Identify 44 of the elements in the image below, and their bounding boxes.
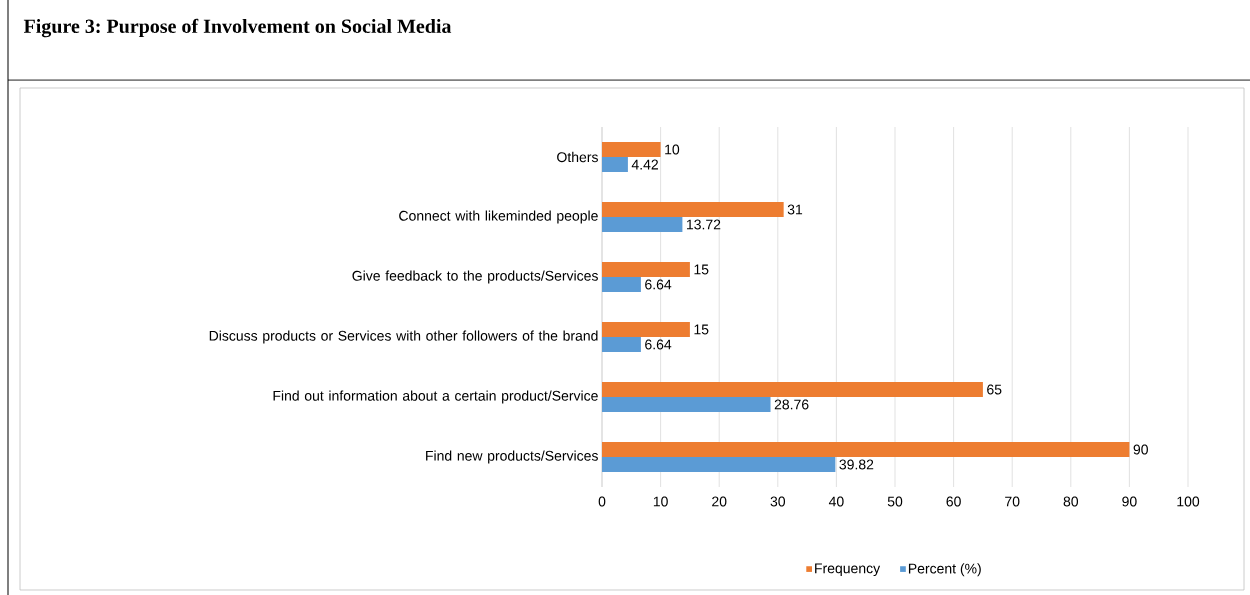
data-label: 4.42 xyxy=(631,159,658,170)
legend-label: Percent (%) xyxy=(908,563,981,577)
y-tick-label: Give feedback to the products/Services xyxy=(352,270,598,284)
x-tick-label: 10 xyxy=(653,496,668,507)
bar xyxy=(602,142,661,157)
data-label: 10 xyxy=(665,144,680,155)
x-tick-label: 70 xyxy=(1005,496,1020,507)
y-tick-label: Others xyxy=(557,151,598,163)
y-tick-label: Connect with likeminded people xyxy=(399,210,598,224)
x-tick-label: 30 xyxy=(770,496,786,507)
data-label: 6.64 xyxy=(645,339,672,350)
data-label: 28.76 xyxy=(774,399,809,410)
bar xyxy=(602,337,641,352)
data-label: 6.64 xyxy=(645,279,672,290)
data-label: 39.82 xyxy=(839,459,874,470)
data-label: 65 xyxy=(987,384,1002,395)
legend-label: Frequency xyxy=(815,563,881,577)
data-label: 31 xyxy=(787,204,803,215)
data-label: 15 xyxy=(694,324,709,335)
x-tick-label: 90 xyxy=(1122,496,1137,507)
y-tick-label: Discuss products or Services with other followers of the brand xyxy=(209,330,598,344)
y-tick-label: Find out information about a certain product/Service xyxy=(273,390,598,404)
bar xyxy=(602,442,1130,457)
x-tick-label: 40 xyxy=(828,496,844,507)
y-tick-label: Find new products/Services xyxy=(426,450,598,464)
x-tick-label: 80 xyxy=(1063,496,1079,507)
bar xyxy=(602,262,690,277)
data-label: 15 xyxy=(694,264,709,275)
x-tick-label: 0 xyxy=(598,496,606,507)
data-label: 13.72 xyxy=(687,219,721,230)
bar xyxy=(602,157,628,173)
bar xyxy=(602,397,771,412)
x-tick-label: 100 xyxy=(1177,496,1200,507)
text: Figure 3: Purpose of Involvement on Social Media xyxy=(23,18,452,38)
bar xyxy=(602,322,690,337)
x-tick-label: 20 xyxy=(712,496,727,507)
bar xyxy=(602,382,983,397)
bar xyxy=(602,217,683,232)
data-label: 90 xyxy=(1133,444,1148,455)
x-tick-label: 60 xyxy=(946,496,961,507)
bar xyxy=(602,457,836,472)
x-tick-label: 50 xyxy=(887,496,903,507)
bar xyxy=(602,202,784,217)
bar xyxy=(602,277,641,292)
